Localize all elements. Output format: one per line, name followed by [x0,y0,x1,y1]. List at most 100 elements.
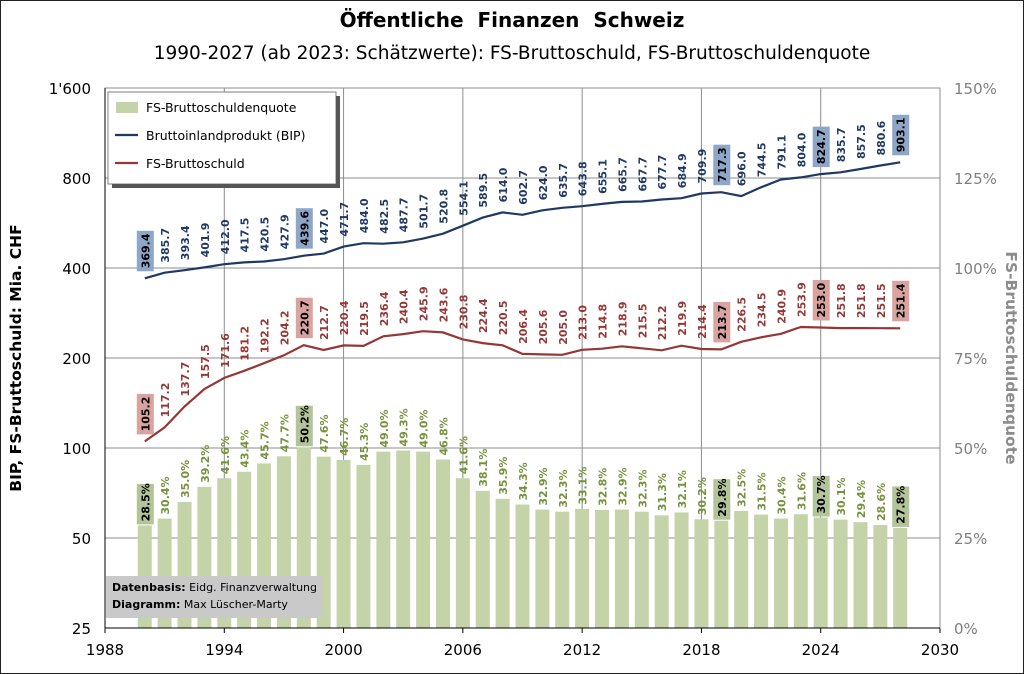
bar-label: 46.7% [338,418,351,456]
bip-label-group: 482.5 [378,199,391,234]
bip-label: 554.1 [457,181,470,216]
debt-label: 251.8 [835,283,848,318]
debt-label: 157.5 [199,344,212,379]
y-axis-label: BIP, FS-Bruttoschuld: Mia. CHF [7,224,25,491]
bip-label: 804.0 [795,132,808,167]
debt-label-group: 251.4 [892,281,909,322]
source-line-2: Diagramm: Max Lüscher-Marty [112,598,288,611]
legend-label-bar: FS-Bruttoschuldenquote [146,100,297,115]
bar [396,451,410,628]
bip-label: 439.6 [298,211,311,246]
debt-label: 243.6 [438,287,451,322]
debt-label-group: 253.9 [795,282,808,317]
debt-label-group: 236.4 [378,291,391,326]
bip-label: 614.0 [497,167,510,202]
debt-label: 212.2 [656,306,669,341]
bar-label: 32.3% [636,470,649,508]
bip-label: 385.7 [159,228,172,263]
bar-label: 30.7% [815,475,828,513]
bar-label-group: 32.3% [557,470,570,508]
source-box: Datenbasis: Eidg. Finanzverwaltung Diagr… [106,576,322,618]
bar-label-group: 32.5% [736,469,749,507]
bar [476,491,490,628]
bar-label: 47.6% [318,414,331,452]
debt-label-group: 205.0 [557,310,570,345]
bar-label: 32.1% [676,470,689,508]
debt-label-group: 218.9 [616,302,629,337]
bip-label: 520.8 [438,189,451,224]
bip-label-group: 385.7 [159,228,172,263]
bip-label: 665.7 [616,157,629,192]
bip-label-group: 487.7 [398,198,411,233]
bar-label: 32.9% [616,467,629,505]
bar-label: 49.0% [418,409,431,447]
debt-label-group: 219.5 [358,301,371,336]
bar [734,511,748,628]
bip-label-group: 643.8 [577,161,590,196]
bip-label: 401.9 [199,223,212,258]
bar-label-group: 49.3% [398,408,411,446]
bar-label: 43.4% [239,430,252,468]
bip-label: 667.7 [636,157,649,192]
debt-label: 205.6 [537,309,550,344]
x-tick-label: 2024 [802,641,840,659]
bar-label-group: 32.8% [597,468,610,506]
debt-label: 226.5 [736,297,749,332]
bar-label: 35.0% [179,460,192,498]
bip-label-group: 880.6 [875,120,888,155]
bar-label: 45.3% [358,423,371,461]
y-tick-label: 25 [72,620,91,638]
debt-label: 181.2 [239,326,252,361]
bar-label-group: 41.6% [457,436,470,474]
bar-label-group: 31.3% [656,473,669,511]
bar-label: 28.6% [875,483,888,521]
bip-label: 447.0 [318,208,331,243]
y2-tick-label: 75% [954,350,987,368]
bip-label: 677.7 [656,155,669,190]
debt-label: 192.2 [259,318,272,353]
debt-label-group: 240.9 [776,289,789,324]
x-tick-label: 1988 [86,641,124,659]
bar-label-group: 30.4% [159,476,172,514]
y-tick-label: 200 [62,350,91,368]
debt-label: 220.5 [497,301,510,336]
bip-label: 903.1 [895,118,908,153]
bip-label: 635.7 [557,163,570,198]
bip-label: 484.0 [358,198,371,233]
bar-label: 39.2% [199,445,212,483]
bar [376,452,390,628]
bip-label: 624.0 [537,165,550,200]
debt-label-group: 243.6 [438,287,451,322]
bar-label: 30.2% [696,477,709,515]
y2-tick-label: 100% [954,260,997,278]
bip-label: 417.5 [239,218,252,253]
bip-label: 709.9 [696,149,709,184]
y-tick-label: 100 [62,440,91,458]
debt-label-group: 105.2 [137,394,154,435]
bip-label-group: 696.0 [736,151,749,186]
bar-label-group: 27.8% [892,486,909,527]
debt-label: 213.0 [577,305,590,340]
bar-label: 49.3% [398,408,411,446]
x-tick-label: 1994 [205,641,243,659]
bip-label-group: 420.5 [259,217,272,252]
source-line-1-label: Datenbasis: [112,581,186,594]
legend: FS-Bruttoschuldenquote Bruttoinlandprodu… [108,92,340,188]
debt-label-group: 240.4 [398,289,411,324]
bar-label-group: 28.5% [137,483,154,524]
bar-label: 38.1% [477,449,490,487]
bar-label-group: 49.0% [418,409,431,447]
bar-label: 31.3% [656,473,669,511]
bar-label-group: 32.9% [616,467,629,505]
bar-label: 30.4% [159,476,172,514]
bar-label: 50.2% [298,405,311,443]
bip-label-group: 520.8 [438,189,451,224]
y-tick-label: 800 [62,170,91,188]
bar-label-group: 35.0% [179,460,192,498]
debt-label-group: 214.4 [696,304,709,339]
debt-label-group: 220.7 [296,298,313,339]
y-tick-label: 1'600 [49,80,91,98]
chart-title: Öffentliche Finanzen Schweiz [340,8,685,32]
debt-label-group: 230.8 [457,295,470,330]
debt-label-group: 212.2 [656,306,669,341]
